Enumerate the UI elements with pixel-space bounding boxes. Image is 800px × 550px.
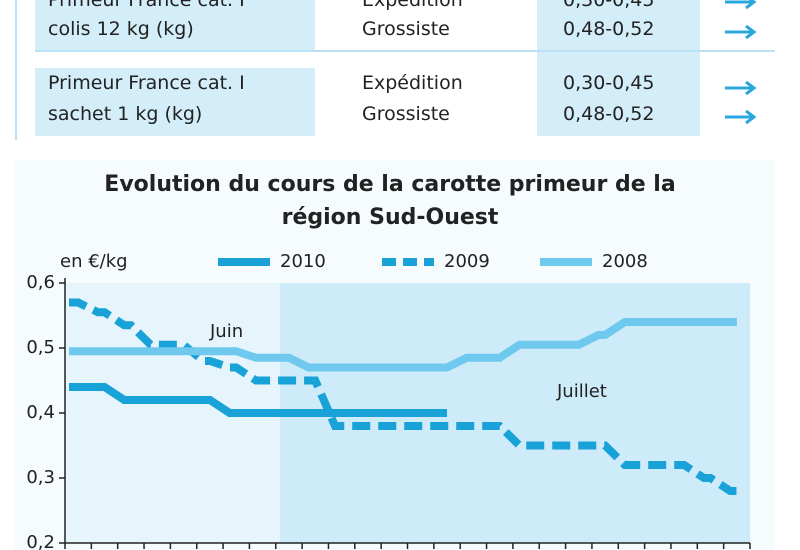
price: 0,48-0,52 bbox=[563, 18, 655, 40]
stage: Grossiste bbox=[362, 18, 450, 40]
y-tick-label: 0,4 bbox=[26, 402, 55, 423]
cell-bg bbox=[537, 0, 700, 136]
annotation: Juin bbox=[209, 321, 243, 342]
y-tick-label: 0,3 bbox=[26, 467, 55, 488]
line-series bbox=[69, 318, 737, 372]
product: colis 12 kg (kg) bbox=[48, 18, 194, 40]
product: Primeur France cat. I bbox=[48, 0, 245, 11]
stage: Expédition bbox=[362, 0, 463, 11]
annotation: Juillet bbox=[556, 381, 607, 402]
line-series bbox=[69, 298, 737, 495]
stage: Grossiste bbox=[362, 103, 450, 125]
cell-bg bbox=[35, 0, 315, 50]
price: 0,30-0,45 bbox=[563, 72, 655, 94]
table: Primeur France cat. I colis 12 kg (kg) E… bbox=[0, 0, 800, 145]
row-separator bbox=[35, 50, 775, 52]
price: 0,48-0,52 bbox=[563, 103, 655, 125]
y-axis-label: en €/kg bbox=[60, 251, 128, 272]
cell-bg bbox=[15, 0, 17, 140]
product: sachet 1 kg (kg) bbox=[48, 103, 203, 125]
y-tick-label: 0,6 bbox=[26, 272, 55, 293]
product: Primeur France cat. I bbox=[48, 72, 245, 94]
cell-bg bbox=[35, 68, 315, 136]
line-series bbox=[69, 383, 448, 417]
legend-label: 2009 bbox=[444, 251, 490, 272]
arrows bbox=[725, 0, 757, 125]
chart-title: Evolution du cours de la carotte primeur… bbox=[104, 172, 676, 230]
arrow-icons bbox=[725, 0, 757, 125]
legend-label: 2010 bbox=[280, 251, 326, 272]
legend-label: 2008 bbox=[602, 251, 648, 272]
price: 0,30-0,45 bbox=[563, 0, 655, 11]
stage: Expédition bbox=[362, 72, 463, 94]
y-tick-label: 0,5 bbox=[26, 337, 55, 358]
y-tick-label: 0,2 bbox=[26, 532, 55, 550]
